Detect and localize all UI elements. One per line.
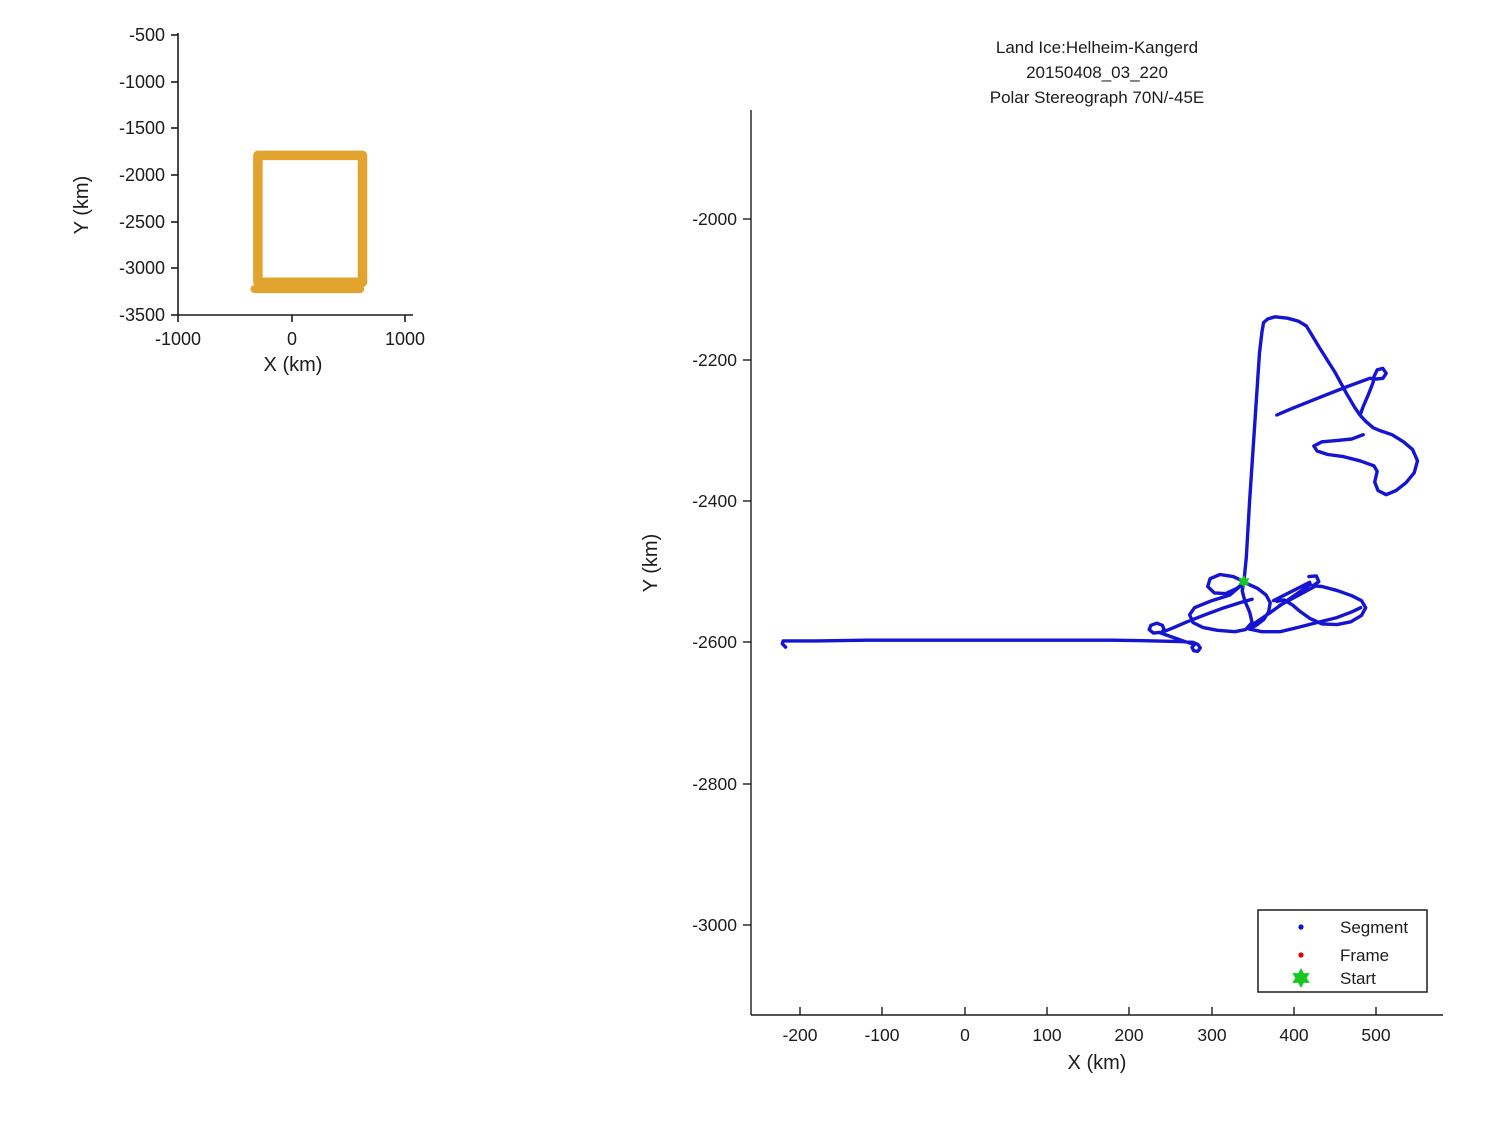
overview-y-tick-labels: -500 -1000 -1500 -2000 -2500 -3000 -3500 [119, 25, 165, 325]
segment-track-path [780, 315, 1420, 654]
tick-label: -2000 [692, 209, 737, 229]
overview-x-axis-label: X (km) [264, 354, 323, 376]
tick-label: -3500 [119, 305, 165, 325]
tick-label: -1000 [119, 72, 165, 92]
start-marker [1238, 575, 1250, 589]
segment-dot-icon [1298, 924, 1304, 930]
legend-label-segment: Segment [1340, 918, 1408, 937]
tick-label: -2600 [692, 632, 737, 652]
tick-label: -2000 [119, 165, 165, 185]
main-x-axis-label: X (km) [1068, 1052, 1127, 1074]
tick-label: -100 [864, 1025, 899, 1045]
start-hexagram-icon [1292, 968, 1310, 988]
tick-label: -1000 [155, 329, 201, 349]
main-y-axis-ticks [743, 218, 751, 926]
main-plot: Land Ice:Helheim-Kangerd 20150408_03_220… [640, 38, 1443, 1074]
legend: Segment Frame Start [1257, 909, 1428, 993]
tick-label: -2400 [692, 491, 737, 511]
tick-label: 100 [1032, 1025, 1061, 1045]
legend-label-frame: Frame [1340, 946, 1389, 965]
main-x-tick-labels: -200 -100 0 100 200 300 400 500 [782, 1025, 1390, 1045]
tick-label: -2800 [692, 774, 737, 794]
plot-title: Land Ice:Helheim-Kangerd 20150408_03_220… [990, 38, 1205, 107]
main-y-axis-label: Y (km) [640, 534, 662, 593]
tick-label: 500 [1361, 1025, 1390, 1045]
tick-label: -3000 [119, 258, 165, 278]
overview-plot: -500 -1000 -1500 -2000 -2500 -3000 -3500… [71, 25, 425, 376]
tick-label: -2500 [119, 212, 165, 232]
overview-axis-ticks [171, 34, 406, 322]
tick-label: -1500 [119, 118, 165, 138]
frame-dot-icon [1298, 952, 1304, 958]
title-line-3: Polar Stereograph 70N/-45E [990, 88, 1205, 107]
tick-label: -500 [129, 25, 165, 45]
overview-x-tick-labels: -1000 0 1000 [155, 329, 425, 349]
tick-label: 0 [287, 329, 297, 349]
main-y-tick-labels: -2000 -2200 -2400 -2600 -2800 -3000 [692, 209, 737, 935]
tick-label: -3000 [692, 915, 737, 935]
title-line-1: Land Ice:Helheim-Kangerd [996, 38, 1198, 57]
tick-label: -2200 [692, 350, 737, 370]
legend-label-start: Start [1340, 969, 1376, 988]
tick-label: 1000 [385, 329, 425, 349]
main-axes-spines [750, 110, 1443, 1016]
overview-track-extent-rect [253, 150, 368, 288]
tick-label: 0 [960, 1025, 970, 1045]
overview-y-axis-label: Y (km) [71, 176, 93, 235]
tick-label: 300 [1197, 1025, 1226, 1045]
tick-label: -200 [782, 1025, 817, 1045]
tick-label: 200 [1114, 1025, 1143, 1045]
tick-label: 400 [1279, 1025, 1308, 1045]
title-line-2: 20150408_03_220 [1026, 63, 1168, 82]
main-x-axis-ticks [799, 1007, 1377, 1015]
legend-box [1257, 909, 1428, 993]
overview-axes-spines [177, 33, 413, 316]
